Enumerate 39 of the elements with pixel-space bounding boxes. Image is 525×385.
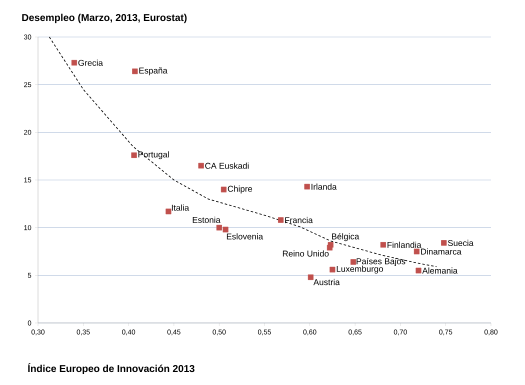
point xyxy=(308,274,314,280)
point xyxy=(132,68,138,74)
point xyxy=(198,162,204,168)
annotation: Chipre xyxy=(228,186,252,194)
point xyxy=(330,266,336,272)
annotation: Bélgica xyxy=(332,233,360,242)
x-axis-title: Índice Europeo de Innovación 2013 xyxy=(28,363,194,374)
annotation: Portugal xyxy=(138,151,169,160)
point xyxy=(326,244,333,250)
annotation: Grecia xyxy=(78,60,103,66)
point xyxy=(416,268,422,274)
annotation: Reino Unido xyxy=(282,250,329,257)
annotation: España xyxy=(139,67,168,76)
point xyxy=(414,248,420,254)
point xyxy=(216,224,222,230)
point xyxy=(131,152,137,158)
annotation: Irlanda xyxy=(312,184,337,190)
annotation: Francia xyxy=(285,216,313,224)
annotation: CA Euskadi xyxy=(205,162,249,169)
point xyxy=(71,60,78,66)
point xyxy=(441,240,447,246)
annotation: Luxemburgo xyxy=(336,266,384,274)
annotation: Estonia xyxy=(192,216,220,223)
annotation: Suecia xyxy=(448,240,474,246)
point xyxy=(350,259,356,265)
point xyxy=(220,186,227,192)
point xyxy=(222,226,228,232)
annotation: Eslovenia xyxy=(226,233,264,240)
annotation: Austria xyxy=(313,278,340,286)
point xyxy=(278,217,284,223)
point xyxy=(304,184,310,190)
annotation: Países Bajos xyxy=(356,258,406,266)
point xyxy=(166,208,172,214)
point xyxy=(380,242,386,248)
chart-title: Desempleo (Marzo, 2013, Eurostat) xyxy=(22,14,187,24)
annotation: Dinamarca xyxy=(421,248,462,255)
annotation: Alemania xyxy=(422,267,458,274)
annotation: Finlandia xyxy=(388,242,422,248)
annotation: Italia xyxy=(172,204,190,211)
